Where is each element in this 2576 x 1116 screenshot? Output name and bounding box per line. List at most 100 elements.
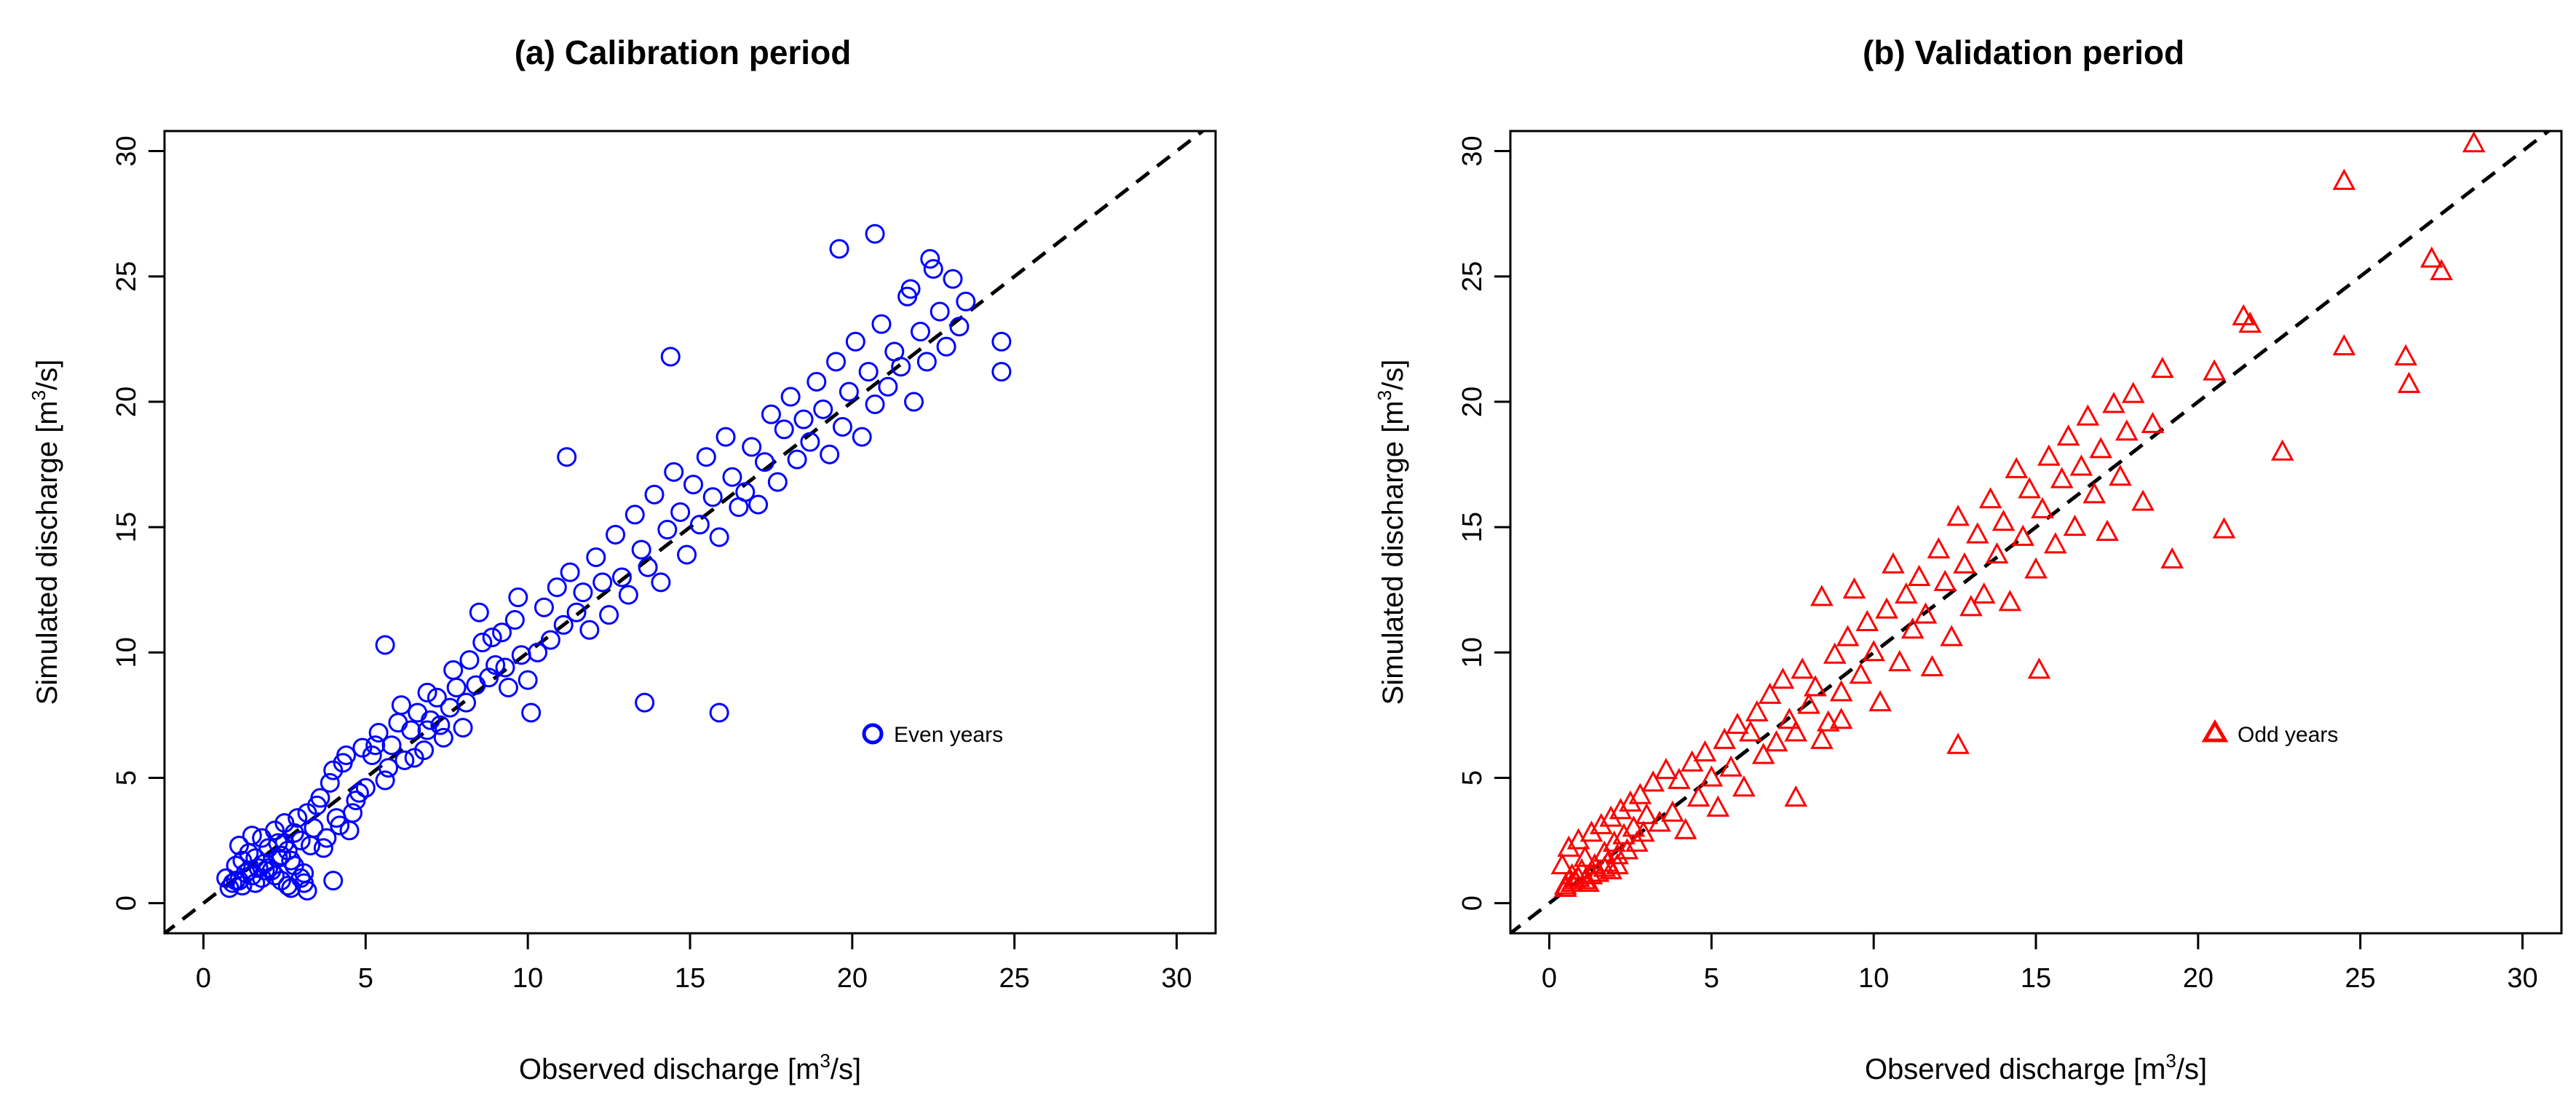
data-point-b-58 — [1784, 720, 1808, 742]
y-axis-label-a: Simulated discharge [m3/s] — [28, 360, 63, 705]
data-point-a-103 — [553, 614, 574, 635]
data-point-b-60 — [1797, 692, 1820, 714]
data-point-a-41 — [242, 826, 262, 846]
data-point-a-180 — [323, 871, 344, 891]
data-point-a-150 — [858, 362, 879, 382]
data-point-b-48 — [1719, 755, 1743, 777]
data-point-b-33 — [1593, 855, 1617, 877]
data-point-a-101 — [540, 630, 560, 650]
data-point-a-178 — [274, 833, 295, 853]
data-point-a-155 — [891, 357, 911, 377]
y-tick-label-a-6: 30 — [111, 135, 142, 166]
data-point-a-72 — [433, 727, 453, 748]
data-point-a-0 — [216, 868, 237, 888]
data-point-b-61 — [1804, 675, 1827, 697]
data-point-b-111 — [2131, 489, 2155, 511]
data-point-a-19 — [281, 850, 301, 871]
x-tick-label-a-6: 30 — [1161, 963, 1192, 994]
data-point-a-172 — [660, 347, 681, 367]
data-point-b-124 — [2420, 246, 2444, 268]
data-point-a-57 — [339, 820, 360, 841]
data-point-b-94 — [2018, 477, 2041, 499]
reference-line-a — [165, 131, 1206, 933]
y-tick-label-a-5: 25 — [111, 261, 142, 292]
data-point-a-21 — [288, 808, 308, 828]
data-point-a-118 — [651, 572, 671, 593]
y-axis-label-b: Simulated discharge [m3/s] — [1374, 360, 1409, 705]
data-point-b-72 — [1875, 597, 1898, 619]
data-point-a-169 — [920, 249, 940, 269]
data-point-a-168 — [865, 223, 885, 244]
data-point-b-102 — [2069, 454, 2093, 476]
x-tick-label-b-0: 0 — [1542, 963, 1557, 994]
data-point-a-149 — [852, 427, 872, 447]
data-point-a-107 — [579, 620, 600, 640]
data-point-a-76 — [365, 735, 386, 756]
data-point-a-94 — [469, 602, 489, 622]
data-point-b-100 — [2056, 424, 2080, 446]
data-point-a-173 — [557, 447, 577, 467]
data-point-b-78 — [1914, 602, 1938, 624]
reference-line-b — [1510, 131, 2552, 933]
x-ticks-b: 0 5 10 15 20 25 30 — [1542, 933, 2538, 994]
data-point-a-129 — [722, 467, 742, 487]
data-point-b-86 — [1965, 522, 1989, 544]
y-axis-label-b-sup: 3 — [1374, 390, 1395, 400]
x-tick-label-a-3: 15 — [675, 963, 705, 994]
y-tick-label-a-4: 20 — [111, 387, 142, 417]
y-axis-label-b-tail: /s] — [1377, 360, 1409, 390]
data-point-b-112 — [2141, 411, 2165, 433]
data-point-b-62 — [1810, 585, 1834, 606]
data-point-a-161 — [930, 301, 950, 322]
data-point-a-91 — [504, 610, 525, 630]
data-point-b-22 — [1622, 815, 1646, 837]
data-point-a-68 — [408, 703, 428, 723]
data-point-b-74 — [1887, 649, 1911, 672]
data-point-b-59 — [1791, 657, 1814, 679]
data-point-b-18 — [1609, 798, 1633, 820]
data-point-a-51 — [342, 803, 362, 823]
data-point-a-152 — [871, 314, 892, 334]
data-point-b-25 — [1631, 820, 1655, 842]
data-point-b-88 — [1978, 487, 2002, 509]
x-axis-label-b-main: Observed discharge [m — [1865, 1053, 2166, 1085]
data-point-a-153 — [878, 376, 898, 397]
y-axis-label-a-sup: 3 — [28, 390, 49, 400]
data-point-a-177 — [375, 635, 395, 655]
y-tick-label-b-3: 15 — [1457, 512, 1488, 542]
data-point-a-136 — [767, 472, 788, 492]
data-point-a-171 — [829, 239, 849, 259]
data-point-b-17 — [1606, 843, 1629, 865]
data-point-a-141 — [800, 432, 820, 452]
data-point-a-134 — [755, 452, 775, 472]
data-point-b-91 — [1998, 590, 2022, 612]
data-point-a-108 — [586, 547, 606, 567]
legend-a: Even years — [862, 723, 1003, 747]
data-point-b-106 — [2096, 519, 2119, 541]
x-axis-label-a-sup: 3 — [820, 1050, 830, 1072]
y-tick-label-b-4: 20 — [1457, 387, 1488, 417]
data-point-b-35 — [1606, 852, 1629, 875]
data-point-a-26 — [304, 818, 324, 838]
data-point-b-71 — [1868, 690, 1892, 712]
x-axis-label-a: Observed discharge [m3/s] — [519, 1050, 861, 1085]
data-point-a-164 — [949, 317, 970, 337]
data-point-b-127 — [1946, 732, 1970, 754]
data-point-b-101 — [2063, 514, 2087, 537]
x-tick-label-a-1: 5 — [358, 963, 373, 994]
x-axis-label-a-tail: /s] — [831, 1053, 861, 1085]
data-point-b-63 — [1816, 710, 1840, 732]
data-point-b-103 — [2076, 404, 2100, 426]
data-point-a-61 — [362, 745, 382, 765]
y-tick-label-a-2: 10 — [111, 637, 142, 668]
data-point-a-58 — [346, 790, 366, 810]
data-point-b-26 — [1635, 802, 1659, 825]
data-point-a-138 — [780, 387, 801, 407]
data-point-a-83 — [456, 692, 476, 713]
data-point-a-100 — [534, 597, 554, 617]
data-point-b-83 — [1946, 504, 1970, 526]
chart-panel-b: (b) Validation period 0 5 10 15 20 25 30 Obser… — [1374, 33, 2563, 1085]
data-point-b-43 — [1687, 785, 1711, 807]
data-point-a-29 — [226, 871, 246, 891]
data-point-b-52 — [1745, 700, 1769, 721]
